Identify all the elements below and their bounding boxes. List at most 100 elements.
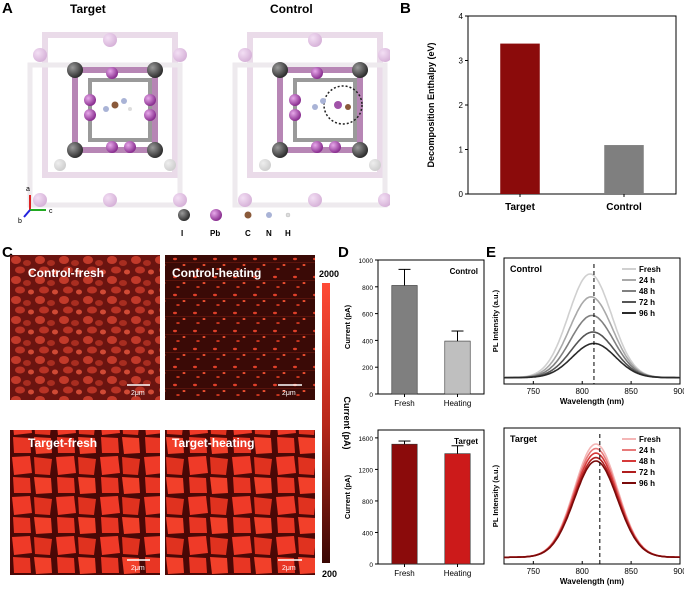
B-ylabel: Decomposition Enthalpy (eV) bbox=[426, 42, 436, 167]
chart-e: Fresh 24 h 48 h 72 h 96 h 750 800 850 900 Wavelen… bbox=[491, 257, 684, 586]
D-target-frame bbox=[377, 429, 485, 565]
cafm-title-target-fresh: Target-fresh bbox=[28, 436, 97, 450]
colorbar bbox=[322, 283, 330, 563]
legend-label-h: H bbox=[285, 229, 291, 238]
E-target-series-4 bbox=[504, 460, 680, 559]
axis-a-label: a bbox=[26, 186, 30, 193]
colorbar-min: 200 bbox=[322, 569, 337, 579]
legend-swatch-h bbox=[285, 212, 291, 218]
axis-triad: a b c bbox=[18, 186, 53, 225]
B-bar-0 bbox=[500, 43, 540, 195]
D-target-ytick-label-1: 400 bbox=[362, 530, 373, 537]
E-target-xtick-label-2: 850 bbox=[624, 567, 638, 576]
panel-label-b: B bbox=[400, 0, 411, 17]
B-ytick-label-4: 4 bbox=[459, 12, 464, 21]
cafm-target-fresh bbox=[10, 430, 160, 575]
B-cat-label-0: Target bbox=[505, 202, 535, 213]
legend-label-c: C bbox=[245, 229, 251, 238]
E-control-series-4 bbox=[504, 342, 680, 379]
colorbar-label: Current (pA) bbox=[342, 397, 352, 450]
E-control-xtick-label-2: 850 bbox=[624, 387, 638, 396]
legend-label-pb: Pb bbox=[210, 229, 220, 238]
D-control-ylabel: Current (pA) bbox=[343, 304, 352, 349]
E-target-xlabel: Wavelength (nm) bbox=[560, 577, 624, 586]
E-target-legend-label-4: 96 h bbox=[639, 479, 655, 488]
defect-circle bbox=[323, 85, 363, 125]
scale-label-1: 2μm bbox=[131, 390, 145, 397]
cafm-title-target-heating: Target-heating bbox=[172, 436, 254, 450]
atom-legend: I Pb C N H bbox=[178, 209, 291, 238]
colorbar-max: 2000 bbox=[319, 269, 339, 279]
D-target-bar-0 bbox=[391, 443, 418, 565]
D-target-ytick-label-4: 1600 bbox=[359, 436, 374, 443]
E-control-legend-label-2: 48 h bbox=[639, 287, 655, 296]
crystal-structure-figure: a b c I Pb C N H bbox=[18, 32, 390, 238]
D-target-ytick-label-2: 800 bbox=[362, 499, 373, 506]
D-control-title: Control bbox=[450, 267, 478, 276]
E-target-title: Target bbox=[510, 434, 537, 444]
legend-swatch-i bbox=[178, 209, 190, 221]
E-control-legend-label-1: 24 h bbox=[639, 276, 655, 285]
D-control-cat-label-0: Fresh bbox=[394, 399, 414, 408]
axis-b-label: b bbox=[18, 218, 22, 225]
legend-label-i: I bbox=[181, 229, 183, 238]
E-target-xtick-label-3: 900 bbox=[673, 567, 684, 576]
D-target-ytick-label-0: 0 bbox=[369, 562, 373, 569]
legend-label-n: N bbox=[266, 229, 272, 238]
E-control-ylabel: PL Intensity (a.u.) bbox=[491, 289, 500, 352]
E-target-legend-label-0: Fresh bbox=[639, 435, 661, 444]
D-control-cat-label-1: Heating bbox=[444, 399, 472, 408]
D-control-ytick-label-0: 0 bbox=[369, 392, 373, 399]
D-target-cat-label-1: Heating bbox=[444, 569, 472, 578]
D-control-ytick-label-5: 1000 bbox=[359, 258, 374, 265]
cafm-control-fresh bbox=[10, 255, 160, 400]
D-target-ylabel: Current (pA) bbox=[343, 474, 352, 519]
B-frame bbox=[467, 15, 677, 195]
cafm-title-control-heating: Control-heating bbox=[172, 266, 261, 280]
panel-label-d: D bbox=[338, 244, 349, 261]
panel-label-a: A bbox=[2, 0, 13, 17]
E-target-legend-label-2: 48 h bbox=[639, 457, 655, 466]
cafm-target-heating bbox=[165, 430, 315, 575]
structure-target bbox=[27, 32, 187, 208]
B-cat-label-1: Control bbox=[606, 202, 642, 213]
E-control-legend-label-3: 72 h bbox=[639, 298, 655, 307]
D-target-ytick-label-3: 1200 bbox=[359, 467, 374, 474]
B-ytick-label-3: 3 bbox=[459, 57, 464, 66]
D-control-frame bbox=[377, 259, 485, 395]
chart-d: 0 200 400 600 800 1000 Fresh Heating Control Curr… bbox=[343, 258, 485, 578]
E-control-legend-label-4: 96 h bbox=[639, 309, 655, 318]
D-target-cat-label-0: Fresh bbox=[394, 569, 414, 578]
E-control-xtick-label-3: 900 bbox=[673, 387, 684, 396]
panel-label-c: C bbox=[2, 244, 13, 261]
scale-label-2: 2μm bbox=[282, 390, 296, 397]
structure-title-control: Control bbox=[270, 2, 313, 16]
E-control-xtick-label-1: 800 bbox=[576, 387, 590, 396]
B-ytick-label-1: 1 bbox=[459, 146, 464, 155]
D-control-ytick-label-4: 800 bbox=[362, 285, 373, 292]
E-target-frame bbox=[503, 427, 681, 565]
E-target-xtick-label-1: 800 bbox=[576, 567, 590, 576]
B-ytick-label-0: 0 bbox=[459, 190, 464, 199]
scale-label-4: 2μm bbox=[282, 565, 296, 572]
panel-label-e: E bbox=[486, 244, 497, 261]
cafm-title-control-fresh: Control-fresh bbox=[28, 266, 104, 280]
legend-swatch-c bbox=[244, 211, 252, 219]
D-control-bar-0 bbox=[391, 285, 418, 395]
E-control-legend-label-0: Fresh bbox=[639, 265, 661, 274]
legend-swatch-pb bbox=[210, 209, 222, 221]
E-target-xtick-label-0: 750 bbox=[527, 567, 541, 576]
E-control-series-2 bbox=[504, 314, 680, 379]
E-target-legend-label-1: 24 h bbox=[639, 446, 655, 455]
cafm-control-heating bbox=[165, 255, 315, 400]
D-target-title: Target bbox=[454, 437, 478, 446]
D-control-bar-1 bbox=[444, 340, 471, 395]
E-target-ylabel: PL Intensity (a.u.) bbox=[491, 464, 500, 527]
E-control-title: Control bbox=[510, 264, 542, 274]
E-control-frame bbox=[503, 257, 681, 385]
E-control-series-3 bbox=[504, 331, 680, 379]
E-target-legend-label-3: 72 h bbox=[639, 468, 655, 477]
D-control-ytick-label-2: 400 bbox=[362, 338, 373, 345]
axis-c-label: c bbox=[49, 208, 53, 215]
B-bar-1 bbox=[604, 145, 644, 194]
